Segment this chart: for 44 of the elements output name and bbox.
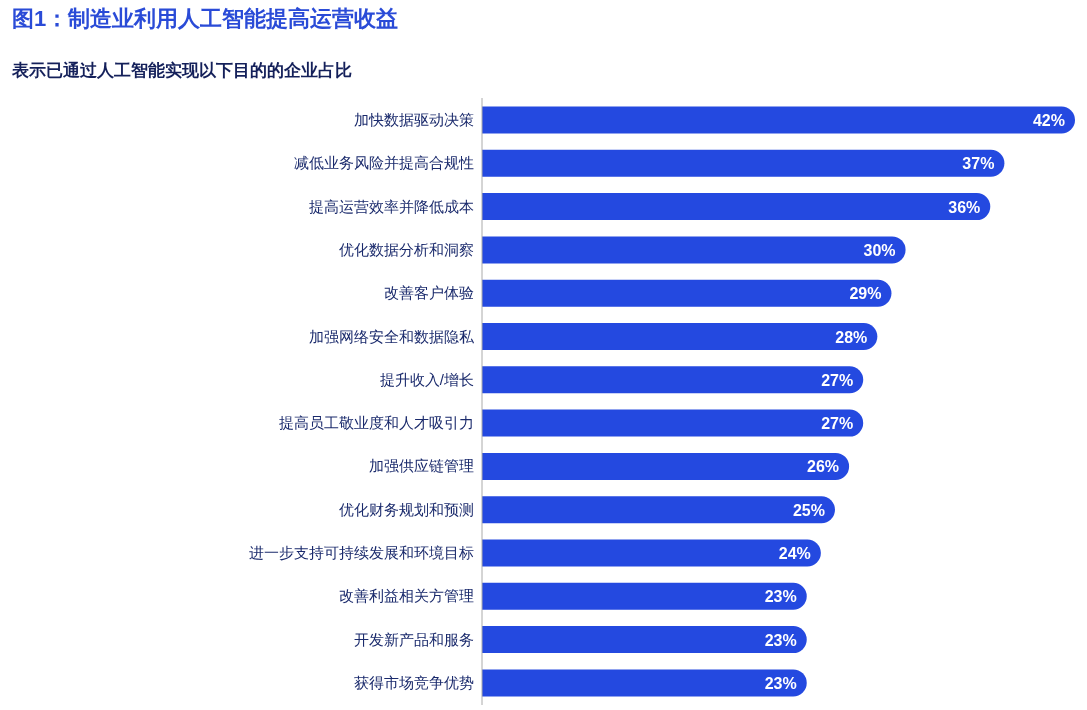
bar [482, 193, 991, 221]
bar [482, 279, 892, 307]
bar [482, 496, 835, 524]
y-tick-label: 加快数据驱动决策 [354, 111, 474, 128]
bar [482, 582, 807, 610]
bar [482, 323, 878, 350]
y-tick-label: 加强供应链管理 [369, 457, 474, 475]
y-tick-label: 优化财务规划和预测 [339, 500, 474, 518]
y-tick-label: 加强网络安全和数据隐私 [309, 327, 475, 345]
y-tick-label: 改善客户体验 [384, 284, 474, 302]
bar [482, 452, 850, 480]
bar [482, 106, 1075, 134]
bar [482, 409, 864, 437]
bar [482, 539, 821, 567]
data-label: 28% [835, 328, 868, 346]
data-label: 24% [778, 545, 811, 562]
text: 表示已通过人工智能实现以下目的的企业占比 [11, 61, 352, 80]
y-tick-label: 减低业务风险并提高合规性 [294, 154, 474, 172]
data-label: 23% [764, 588, 797, 606]
data-label: 29% [849, 285, 882, 303]
data-label: 36% [948, 198, 981, 216]
bar [482, 626, 807, 654]
data-label: 42% [1032, 112, 1065, 129]
y-tick-label: 改善利益相关方管理 [339, 587, 474, 605]
y-tick-label: 进一步支持可持续发展和环境目标 [249, 544, 474, 561]
data-label: 23% [764, 631, 797, 649]
data-label: 30% [863, 241, 896, 259]
y-tick-label: 提升收入/增长 [379, 370, 474, 388]
y-tick-label: 提高员工敬业度和人才吸引力 [279, 414, 474, 432]
bar [482, 236, 906, 264]
text: 图1：制造业利用人工智能提高运营收益 [12, 6, 399, 31]
bar [482, 149, 1005, 177]
y-tick-label: 开发新产品和服务 [354, 630, 474, 648]
y-tick-label: 优化数据分析和洞察 [339, 240, 474, 258]
bar [482, 669, 807, 697]
data-label: 27% [821, 415, 854, 433]
data-label: 26% [807, 458, 840, 476]
data-label: 25% [792, 501, 825, 519]
data-label: 23% [764, 674, 797, 692]
y-tick-label: 提高运营效率并降低成本 [309, 197, 474, 215]
data-label: 27% [821, 371, 854, 389]
bar [482, 366, 864, 394]
y-tick-label: 获得市场竞争优势 [354, 673, 474, 691]
data-label: 37% [962, 155, 995, 173]
